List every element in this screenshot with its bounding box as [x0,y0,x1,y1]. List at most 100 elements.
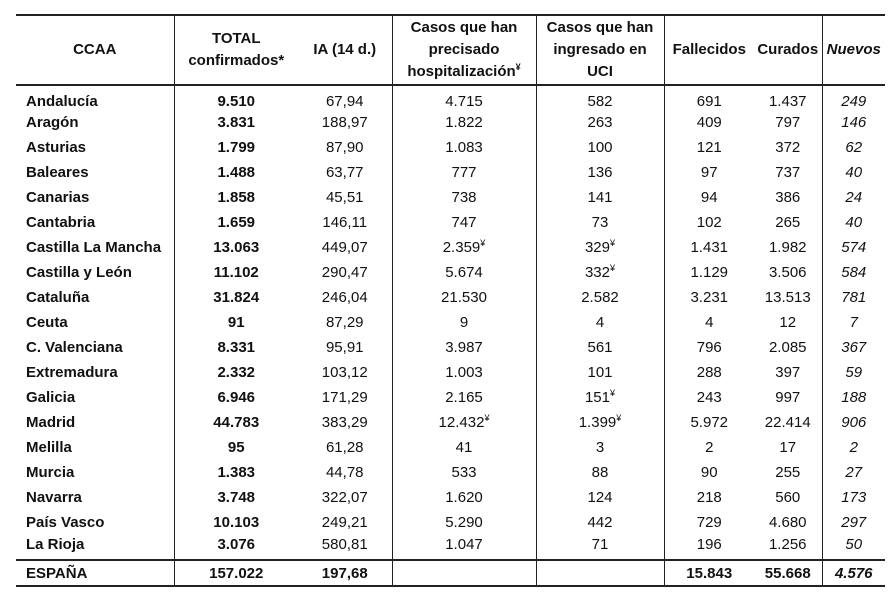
cell-fallecidos-value: 243 [696,389,722,406]
cell-fallecidos: 3.231 [663,285,754,310]
cell-fallecidos: 5.972 [663,410,754,435]
cell-curados: 1.982 [754,235,822,260]
cell-nuevos-value: 27 [845,464,863,481]
table-row: Murcia 1.383 44,78 533 88 90 255 27 [16,460,885,485]
cell-ccaa: La Rioja [16,535,174,560]
total-row-espana: ESPAÑA 157.022 197,68 15.843 55.668 4.57… [16,560,885,586]
cell-hosp: 2.165 [391,385,536,410]
header-ccaa: CCAA [73,41,117,58]
cell-nuevos: 781 [821,285,885,310]
cell-hosp: 21.530 [391,285,536,310]
cell-hosp: 5.290 [391,510,536,535]
cell-ia-value: 87,29 [325,314,364,331]
cell-fallecidos: 196 [663,535,754,560]
cell-uci-value: 4 [595,314,605,331]
cell-nuevos: 173 [821,485,885,510]
cell-ia: 580,81 [298,535,392,560]
cell-ccaa-value: La Rioja [26,535,85,553]
cell-curados-value: 397 [775,364,801,381]
cell-ia-value: 249,21 [321,514,368,531]
cell-nuevos-value: 62 [845,139,863,156]
table-row: Extremadura 2.332 103,12 1.003 101 288 397 59 [16,360,885,385]
cell-hosp: 3.987 [391,335,536,360]
cell-ia-value: 95,91 [325,339,364,356]
cell-ccaa-value: Castilla La Mancha [26,239,162,256]
total-uci [535,560,664,586]
table-row: Ceuta 91 87,29 9 4 4 12 7 [16,310,885,335]
cell-total: 11.102 [173,260,298,285]
cell-fallecidos-value: 2 [705,439,714,456]
cell-curados: 12 [754,310,822,335]
cell-curados: 560 [754,485,822,510]
cell-curados: 372 [754,135,822,160]
table-row: País Vasco 10.103 249,21 5.290 442 729 4.680 29… [16,510,885,535]
cell-ccaa: Aragón [16,110,174,135]
cell-total: 44.783 [173,410,298,435]
cell-curados: 397 [754,360,822,385]
table-row: La Rioja 3.076 580,81 1.047 71 196 1.256 50 [16,535,885,560]
cell-ia-value: 103,12 [321,364,368,381]
cell-fallecidos-value: 729 [696,514,722,531]
cell-ccaa: Baleares [16,160,174,185]
table-row: Melilla 95 61,28 41 3 2 17 2 [16,435,885,460]
cell-total: 31.824 [173,285,298,310]
cell-ccaa-value: Madrid [26,414,76,431]
table-row: Cataluña 31.824 246,04 21.530 2.582 3.231 13.5… [16,285,885,310]
table-row: Baleares 1.488 63,77 777 136 97 737 40 [16,160,885,185]
cell-total: 1.383 [173,460,298,485]
cell-curados: 737 [754,160,822,185]
cell-ia-value: 67,94 [325,92,364,110]
cell-fallecidos: 288 [663,360,754,385]
cell-nuevos-value: 781 [841,289,867,306]
cell-ia-value: 87,90 [325,139,364,156]
cell-total-value: 2.332 [217,364,256,381]
cell-ia-value: 290,47 [321,264,368,281]
table-row: Navarra 3.748 322,07 1.620 124 218 560 173 [16,485,885,510]
header-fallecidos: Fallecidos [663,15,754,85]
cell-fallecidos: 4 [663,310,754,335]
cell-ia-value: 383,29 [321,414,368,431]
cell-uci: 442 [535,510,664,535]
cell-uci: 124 [535,485,664,510]
cell-fallecidos-value: 218 [696,489,722,506]
cell-curados-value: 1.256 [768,535,807,553]
cell-hosp: 738 [391,185,536,210]
cell-curados: 1.256 [754,535,822,560]
cell-curados: 997 [754,385,822,410]
cell-hosp-value: 5.674 [445,264,483,281]
cell-fallecidos: 97 [663,160,754,185]
footnote-mark: ¥ [610,263,616,273]
cell-uci: 151¥ [535,385,664,410]
cell-ccaa: Castilla y León [16,260,174,285]
cell-nuevos-value: 249 [841,92,867,110]
cell-ia: 290,47 [298,260,392,285]
cell-hosp-value: 1.083 [445,139,483,156]
cell-total-value: 8.331 [217,339,256,356]
cell-nuevos-value: 146 [841,114,867,131]
cell-ccaa-value: Castilla y León [26,264,132,281]
cell-uci-value: 101 [587,364,613,381]
cell-ccaa-value: Murcia [26,464,75,481]
cell-uci-value: 3 [595,439,605,456]
cell-curados: 2.085 [754,335,822,360]
cell-total: 8.331 [173,335,298,360]
cell-fallecidos: 409 [663,110,754,135]
cell-total: 6.946 [173,385,298,410]
cell-total: 3.831 [173,110,298,135]
cell-hosp-value: 5.290 [445,514,483,531]
cell-uci-value: 263 [587,114,613,131]
cell-nuevos: 146 [821,110,885,135]
cell-uci: 141 [535,185,664,210]
cell-hosp-value: 747 [451,214,477,231]
total-ia: 197,68 [321,564,368,582]
ccaa-cases-table: CCAA TOTAL confirmados* IA (14 d.) Casos … [16,14,885,587]
header-row: CCAA TOTAL confirmados* IA (14 d.) Casos … [16,15,885,85]
cell-ccaa: C. Valenciana [16,335,174,360]
cell-fallecidos: 1.129 [663,260,754,285]
cell-hosp: 747 [391,210,536,235]
cell-curados-value: 737 [775,164,801,181]
cell-uci: 329¥ [535,235,664,260]
cell-ia: 188,97 [298,110,392,135]
cell-nuevos: 27 [821,460,885,485]
cell-ccaa-value: Cataluña [26,289,90,306]
